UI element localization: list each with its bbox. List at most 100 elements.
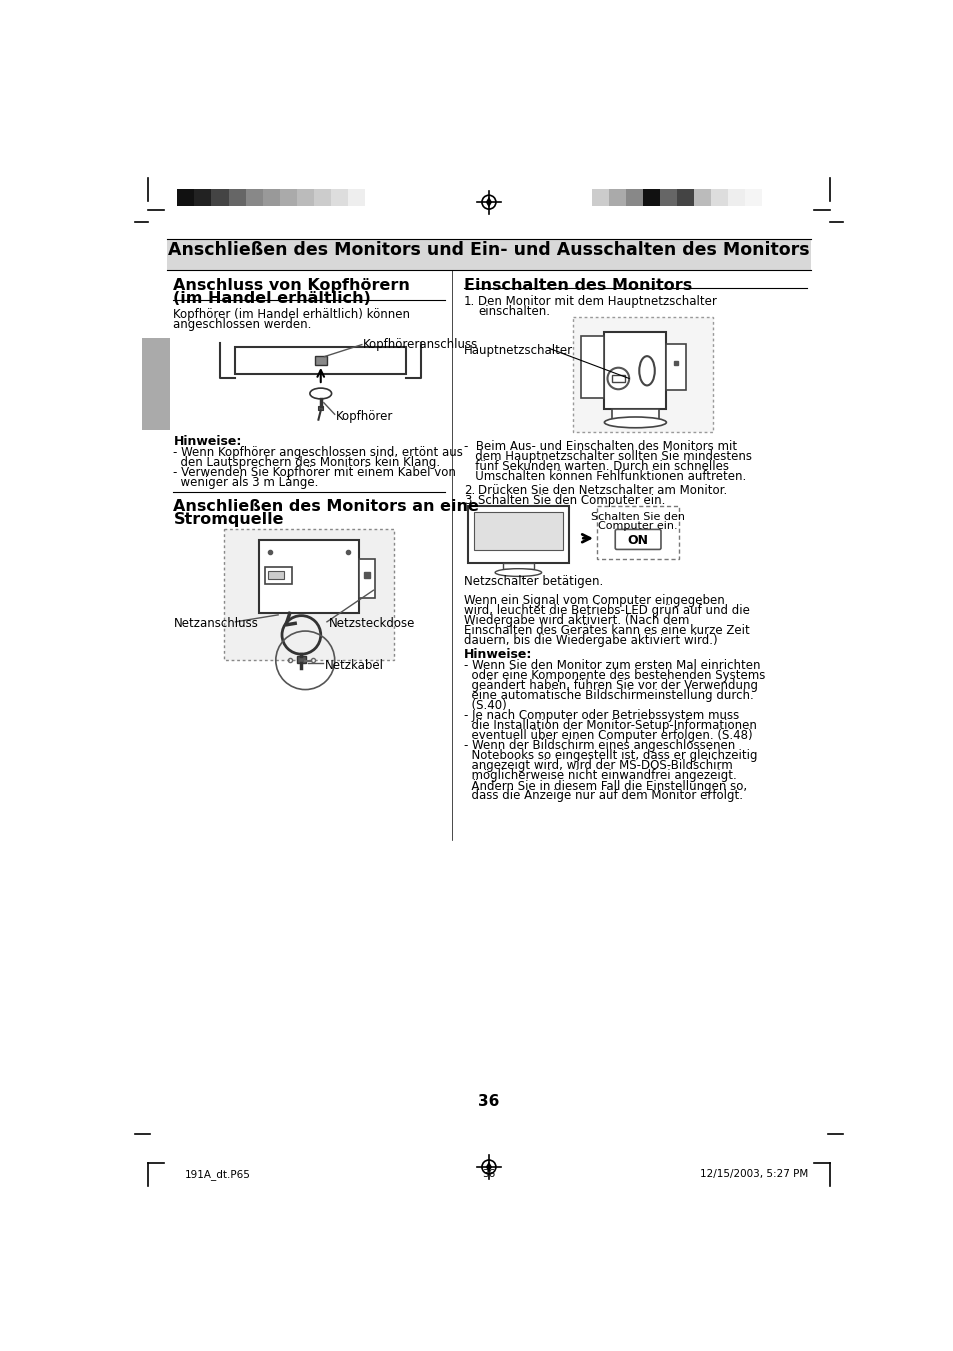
Bar xyxy=(331,189,348,205)
Text: -  Beim Aus- und Einschalten des Monitors mit: - Beim Aus- und Einschalten des Monitors… xyxy=(464,440,737,453)
Text: 191A_dt.P65: 191A_dt.P65 xyxy=(185,1169,251,1181)
Bar xyxy=(314,189,331,205)
Text: Wiedergabe wird aktiviert. (Nach dem: Wiedergabe wird aktiviert. (Nach dem xyxy=(464,615,689,627)
Text: dass die Anzeige nur auf dem Monitor erfolgt.: dass die Anzeige nur auf dem Monitor erf… xyxy=(464,789,742,802)
Text: Einschalten des Gerätes kann es eine kurze Zeit: Einschalten des Gerätes kann es eine kur… xyxy=(464,624,749,638)
Text: Anschließen des Monitors und Ein- und Ausschalten des Monitors: Anschließen des Monitors und Ein- und Au… xyxy=(168,240,809,258)
Bar xyxy=(268,571,283,578)
Text: Den Monitor mit dem Hauptnetzschalter: Den Monitor mit dem Hauptnetzschalter xyxy=(477,296,717,308)
Text: Notebooks so eingestellt ist, dass er gleichzeitig: Notebooks so eingestellt ist, dass er gl… xyxy=(464,748,757,762)
Text: Computer ein.: Computer ein. xyxy=(598,521,678,531)
Bar xyxy=(666,345,685,390)
Text: - Verwenden Sie Kopfhörer mit einem Kabel von: - Verwenden Sie Kopfhörer mit einem Kabe… xyxy=(173,466,456,480)
Text: Wenn ein Signal vom Computer eingegeben: Wenn ein Signal vom Computer eingegeben xyxy=(464,594,724,607)
Bar xyxy=(744,189,761,205)
Bar xyxy=(194,189,212,205)
Text: Umschalten können Fehlfunktionen auftreten.: Umschalten können Fehlfunktionen auftret… xyxy=(464,470,745,484)
Bar xyxy=(359,559,375,598)
Text: Kopfhörer: Kopfhörer xyxy=(335,411,394,423)
Text: Schalten Sie den: Schalten Sie den xyxy=(591,512,684,521)
Bar xyxy=(296,189,314,205)
Bar xyxy=(468,505,568,563)
Text: Ändern Sie in diesem Fall die Einstellungen so,: Ändern Sie in diesem Fall die Einstellun… xyxy=(464,780,746,793)
Text: Schalten Sie den Computer ein.: Schalten Sie den Computer ein. xyxy=(477,494,665,507)
Text: dem Hauptnetzschalter sollten Sie mindestens: dem Hauptnetzschalter sollten Sie mindes… xyxy=(464,450,751,463)
Bar xyxy=(296,657,306,662)
Bar xyxy=(642,189,659,205)
Bar xyxy=(502,563,534,570)
Text: Hauptnetzschalter: Hauptnetzschalter xyxy=(464,345,573,357)
Text: den Lautsprechern des Monitors kein Klang.: den Lautsprechern des Monitors kein Klan… xyxy=(173,457,440,469)
Text: 3.: 3. xyxy=(464,494,475,507)
Bar xyxy=(212,189,229,205)
Bar xyxy=(728,189,744,205)
Text: einschalten.: einschalten. xyxy=(477,305,550,319)
Text: - Wenn Kopfhörer angeschlossen sind, ertönt aus: - Wenn Kopfhörer angeschlossen sind, ert… xyxy=(173,446,463,459)
Ellipse shape xyxy=(310,388,332,399)
Bar xyxy=(348,189,365,205)
Text: Kopfhörer (im Handel erhältlich) können: Kopfhörer (im Handel erhältlich) können xyxy=(173,308,410,320)
Text: Hinweise:: Hinweise: xyxy=(173,435,242,449)
Text: wird, leuchtet die Betriebs-LED grün auf und die: wird, leuchtet die Betriebs-LED grün auf… xyxy=(464,604,749,617)
Text: ON: ON xyxy=(626,534,647,547)
Text: eventuell über einen Computer erfolgen. (S.48): eventuell über einen Computer erfolgen. … xyxy=(464,728,752,742)
Bar xyxy=(612,374,624,382)
Text: 1.: 1. xyxy=(464,296,475,308)
Bar xyxy=(265,567,292,584)
Text: Anschließen des Monitors an eine: Anschließen des Monitors an eine xyxy=(173,499,478,513)
Text: dauern, bis die Wiedergabe aktiviert wird.): dauern, bis die Wiedergabe aktiviert wir… xyxy=(464,634,717,647)
Text: Netzschalter betätigen.: Netzschalter betätigen. xyxy=(464,574,602,588)
Bar xyxy=(314,355,327,365)
Bar xyxy=(229,189,245,205)
Bar xyxy=(711,189,728,205)
Bar xyxy=(625,189,642,205)
Text: Stromquelle: Stromquelle xyxy=(173,512,284,527)
Bar xyxy=(177,189,194,205)
Text: Netzkabel: Netzkabel xyxy=(324,659,383,671)
Text: geändert haben, führen Sie vor der Verwendung: geändert haben, führen Sie vor der Verwe… xyxy=(464,678,758,692)
Text: Kopfhöreranschluss: Kopfhöreranschluss xyxy=(363,338,478,351)
Text: weniger als 3 m Länge.: weniger als 3 m Länge. xyxy=(173,477,318,489)
Bar xyxy=(474,512,562,550)
Bar xyxy=(224,528,394,659)
FancyBboxPatch shape xyxy=(615,530,660,550)
Polygon shape xyxy=(485,1162,492,1173)
Text: oder eine Komponente des bestehenden Systems: oder eine Komponente des bestehenden Sys… xyxy=(464,669,764,682)
Polygon shape xyxy=(485,197,492,208)
Bar xyxy=(318,405,323,411)
Text: Einschalten des Monitors: Einschalten des Monitors xyxy=(464,277,692,293)
Bar xyxy=(258,540,359,613)
Text: Netzsteckdose: Netzsteckdose xyxy=(328,617,415,630)
Bar xyxy=(167,239,810,270)
Text: Netzanschluss: Netzanschluss xyxy=(173,617,258,630)
Text: fünf Sekunden warten. Durch ein schnelles: fünf Sekunden warten. Durch ein schnelle… xyxy=(464,461,728,473)
Bar xyxy=(573,317,712,432)
Ellipse shape xyxy=(604,417,666,428)
Text: (S.40): (S.40) xyxy=(464,698,506,712)
Bar xyxy=(262,189,279,205)
Text: angeschlossen werden.: angeschlossen werden. xyxy=(173,317,312,331)
Text: - Je nach Computer oder Betriebssystem muss: - Je nach Computer oder Betriebssystem m… xyxy=(464,709,739,721)
Text: - Wenn der Bildschirm eines angeschlossenen: - Wenn der Bildschirm eines angeschlosse… xyxy=(464,739,735,753)
Text: 2.: 2. xyxy=(464,484,475,497)
Bar xyxy=(659,189,677,205)
Ellipse shape xyxy=(639,357,654,385)
Ellipse shape xyxy=(495,569,541,577)
Text: Hinweise:: Hinweise: xyxy=(464,648,532,661)
Bar xyxy=(612,409,658,419)
Text: möglicherweise nicht einwandfrei angezeigt.: möglicherweise nicht einwandfrei angezei… xyxy=(464,769,736,782)
Bar xyxy=(245,189,262,205)
Bar xyxy=(592,189,608,205)
Bar xyxy=(142,338,170,430)
Bar xyxy=(604,332,666,409)
Bar xyxy=(580,336,604,397)
Text: 36: 36 xyxy=(477,1094,499,1109)
Text: (im Handel erhältlich): (im Handel erhältlich) xyxy=(173,290,371,305)
Bar xyxy=(279,189,296,205)
Bar xyxy=(597,505,679,559)
Bar xyxy=(608,189,625,205)
Text: 36: 36 xyxy=(482,1169,495,1179)
Bar xyxy=(235,347,406,374)
Text: Drücken Sie den Netzschalter am Monitor.: Drücken Sie den Netzschalter am Monitor. xyxy=(477,484,726,497)
Text: angezeigt wird, wird der MS-DOS-Bildschirm: angezeigt wird, wird der MS-DOS-Bildschi… xyxy=(464,759,732,771)
